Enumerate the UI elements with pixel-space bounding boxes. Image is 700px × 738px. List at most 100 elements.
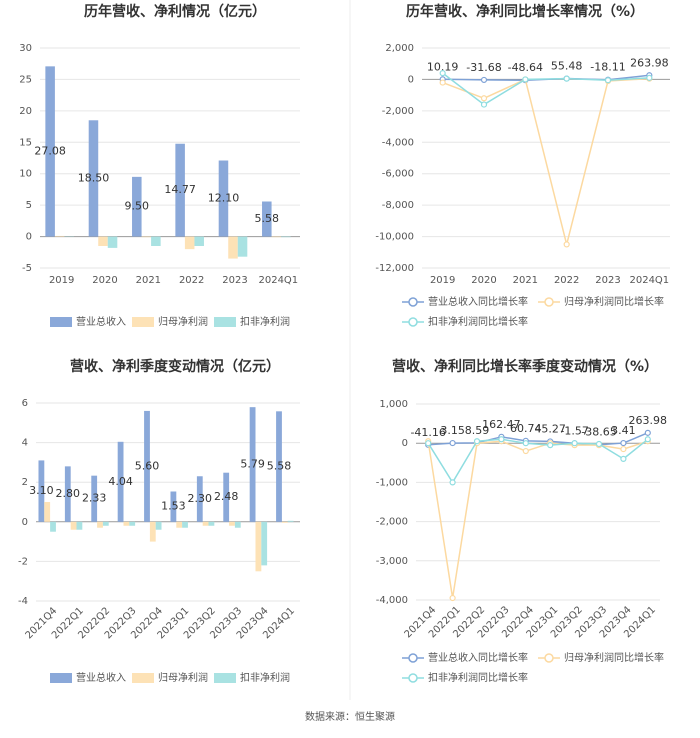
y-tick-label: 15 <box>19 137 32 148</box>
bar <box>108 237 118 248</box>
data-label: 2.48 <box>214 490 239 503</box>
y-tick-label: 0 <box>26 232 32 243</box>
legend-label: 营业总收入同比增长率 <box>428 651 528 664</box>
data-label: 263.98 <box>629 414 668 427</box>
x-tick-label: 2020 <box>92 275 117 286</box>
legend-swatch <box>132 673 154 683</box>
source: 数据来源：恒生聚源 <box>305 710 395 723</box>
y-tick-label: -12,000 <box>375 263 414 274</box>
bar <box>261 522 267 566</box>
x-tick-label: 2021 <box>513 275 538 286</box>
x-tick-label: 2022 <box>179 275 204 286</box>
data-label: 263.98 <box>630 56 669 69</box>
y-tick-label: 0 <box>22 517 28 528</box>
bar <box>150 522 156 542</box>
legend-marker <box>545 654 553 662</box>
point <box>450 596 455 601</box>
point <box>647 75 652 80</box>
legend-label: 归母净利润同比增长率 <box>564 651 664 664</box>
y-tick-label: -4 <box>18 596 28 607</box>
legend-marker <box>409 318 417 326</box>
legend-label: 营业总收入 <box>76 671 126 684</box>
y-tick-label: -8,000 <box>382 200 414 211</box>
y-tick-label: -4,000 <box>376 595 408 606</box>
legend-marker <box>409 654 417 662</box>
data-label: 14.77 <box>164 183 196 196</box>
data-label: 2.80 <box>56 487 81 500</box>
y-tick-label: 20 <box>19 106 32 117</box>
legend-label: 归母净利润 <box>158 315 208 328</box>
y-tick-label: 2 <box>22 477 28 488</box>
point <box>475 439 480 444</box>
data-label: 5.58 <box>255 212 280 225</box>
chart-title: 营收、净利季度变动情况（亿元） <box>70 358 280 375</box>
y-tick-label: 5 <box>26 200 32 211</box>
y-tick-label: 4 <box>22 438 28 449</box>
bar <box>123 522 129 526</box>
bar <box>55 236 65 237</box>
point <box>482 102 487 107</box>
y-tick-label: 25 <box>19 74 32 85</box>
x-tick-label: 2024Q1 <box>629 275 669 286</box>
x-tick-label: 2019 <box>430 275 455 286</box>
legend-label: 归母净利润同比增长率 <box>564 295 664 308</box>
bar <box>194 237 204 246</box>
chart-title: 营收、净利同比增长率季度变动情况（%） <box>392 358 658 375</box>
y-tick-label: 1,000 <box>379 399 408 410</box>
chart-panel: 营收、净利同比增长率季度变动情况（%）-4,000-3,000-2,000-1,… <box>376 358 667 684</box>
line <box>428 441 648 598</box>
y-tick-label: -4,000 <box>382 137 414 148</box>
y-tick-label: -10,000 <box>375 232 414 243</box>
data-label: 1.53 <box>161 500 186 513</box>
point <box>621 441 626 446</box>
y-tick-label: -3,000 <box>376 556 408 567</box>
legend-marker <box>409 674 417 682</box>
bar <box>281 237 291 238</box>
point <box>597 441 602 446</box>
data-label: 12.10 <box>208 192 240 205</box>
bar <box>142 237 152 238</box>
legend-marker <box>409 298 417 306</box>
point <box>426 441 431 446</box>
legend-label: 扣非净利润 <box>240 671 290 684</box>
data-label: 5.79 <box>240 457 265 470</box>
data-label: 2.30 <box>188 492 213 505</box>
chart-title: 历年营收、净利情况（亿元） <box>84 3 266 20</box>
bar <box>44 502 50 522</box>
data-label: -18.11 <box>590 61 625 74</box>
legend-label: 归母净利润 <box>158 671 208 684</box>
data-label: 3.15 <box>440 424 465 437</box>
bar <box>50 522 56 532</box>
y-tick-label: -1,000 <box>376 477 408 488</box>
chart-title: 历年营收、净利同比增长率情况（%） <box>406 3 644 20</box>
legend-swatch <box>214 317 236 327</box>
point <box>440 71 445 76</box>
legend-swatch <box>132 317 154 327</box>
y-tick-label: -5 <box>22 263 32 274</box>
point <box>499 437 504 442</box>
legend-label: 扣非净利润 <box>240 315 290 328</box>
point <box>572 441 577 446</box>
bar <box>71 522 77 530</box>
legend-label: 扣非净利润同比增长率 <box>428 671 528 684</box>
line <box>428 439 648 482</box>
point <box>523 449 528 454</box>
point <box>523 441 528 446</box>
point <box>523 77 528 82</box>
x-tick-label: 2023 <box>595 275 620 286</box>
point <box>564 76 569 81</box>
legend-label: 营业总收入 <box>76 315 126 328</box>
bar <box>229 522 235 526</box>
chart-panel: 历年营收、净利同比增长率情况（%）-12,000-10,000-8,000-6,… <box>375 3 670 328</box>
bar <box>282 522 288 523</box>
y-tick-label: 30 <box>19 43 32 54</box>
data-label: 4.04 <box>108 475 133 488</box>
data-label: 9.50 <box>125 200 150 213</box>
data-label: 5.58 <box>267 460 292 473</box>
y-tick-label: -2,000 <box>382 106 414 117</box>
y-tick-label: 6 <box>22 398 28 409</box>
bar <box>238 237 248 257</box>
y-tick-label: 0 <box>408 74 414 85</box>
point <box>621 456 626 461</box>
